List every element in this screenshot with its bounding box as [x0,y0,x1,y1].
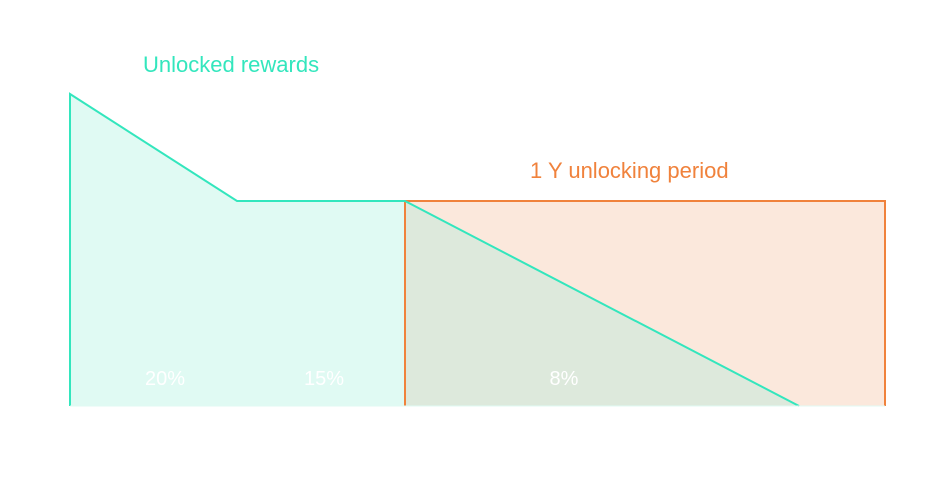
percent-label-20: 20% [145,368,185,390]
unlocked-rewards-outline [69,92,800,407]
percent-label-8: 8% [550,368,579,390]
unlocking-period-box-outline [404,200,886,406]
percent-label-15: 15% [304,368,344,390]
unlocked-rewards-area [70,94,405,406]
unlocking-period-title: 1 Y unlocking period [530,158,729,183]
unlocked-rewards-title: Unlocked rewards [143,52,319,77]
